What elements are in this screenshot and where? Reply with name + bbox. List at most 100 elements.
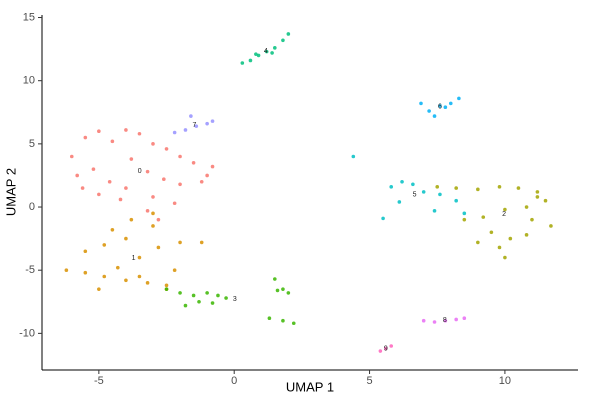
point [102, 243, 107, 247]
point [524, 205, 529, 209]
point [476, 187, 480, 192]
point [457, 96, 461, 101]
point [194, 124, 199, 128]
cluster-label: 2 [502, 211, 506, 218]
point [435, 185, 440, 189]
cluster-label: 6 [438, 103, 442, 110]
point [97, 192, 101, 197]
point [443, 105, 448, 110]
point [530, 217, 534, 222]
point [124, 236, 128, 241]
point [224, 296, 228, 300]
point [216, 293, 220, 298]
point [178, 291, 182, 295]
point [378, 349, 383, 353]
point [69, 154, 74, 159]
y-axis-title: UMAP 2 [3, 168, 18, 216]
point [151, 195, 155, 199]
point [64, 268, 69, 272]
point [102, 274, 107, 279]
point [151, 224, 155, 228]
point [199, 240, 204, 245]
point [164, 287, 169, 291]
point [137, 255, 142, 260]
point [270, 51, 274, 55]
point [118, 197, 123, 202]
point [80, 186, 85, 190]
point [91, 167, 96, 171]
point [535, 195, 540, 199]
point [389, 344, 394, 348]
point [137, 274, 142, 279]
point [172, 130, 177, 135]
point [256, 53, 261, 58]
point [205, 173, 209, 178]
cluster-label: 5 [413, 191, 417, 198]
point [164, 147, 169, 151]
point [107, 179, 112, 184]
point [210, 119, 215, 123]
point [454, 186, 458, 190]
point [503, 255, 507, 260]
x-axis-title: UMAP 1 [286, 379, 334, 394]
point [267, 316, 272, 321]
point [145, 169, 150, 174]
point [281, 38, 285, 43]
cluster-label: 0 [138, 168, 142, 175]
point [432, 114, 437, 118]
cluster-label: 7 [193, 122, 197, 129]
point [397, 200, 402, 204]
point [97, 129, 101, 134]
cluster-label: 1 [132, 255, 136, 262]
point [389, 185, 394, 189]
point [516, 186, 521, 190]
point [286, 32, 291, 36]
point [549, 224, 553, 228]
point [489, 230, 494, 235]
point [264, 49, 269, 54]
cluster-label: 8 [443, 317, 447, 324]
y-tick-label: -10 [19, 327, 35, 339]
point [543, 198, 548, 203]
point [462, 316, 467, 321]
point [197, 299, 201, 304]
point [115, 265, 120, 270]
point [454, 198, 458, 203]
point [191, 293, 196, 298]
point [476, 240, 480, 245]
point [205, 121, 209, 126]
point [462, 217, 467, 222]
point [351, 154, 356, 159]
point [151, 142, 155, 146]
point [189, 114, 193, 118]
point [503, 207, 507, 212]
point [281, 287, 285, 291]
point [462, 211, 467, 216]
y-tick-label: -5 [25, 264, 35, 276]
point [497, 185, 502, 189]
point [178, 154, 182, 159]
point [421, 190, 426, 194]
point [145, 209, 150, 213]
point [443, 318, 448, 323]
point [145, 281, 150, 285]
x-tick-label: 10 [499, 375, 511, 387]
point [421, 318, 426, 323]
point [129, 157, 134, 161]
point [210, 301, 215, 305]
point [275, 288, 280, 293]
point [83, 270, 88, 275]
point [156, 245, 161, 250]
x-tick-label: 0 [231, 375, 237, 387]
point [172, 268, 177, 272]
cluster-label: 4 [264, 48, 268, 55]
point [178, 240, 182, 245]
point [254, 52, 258, 56]
y-tick-label: 0 [29, 201, 35, 213]
y-tick-label: 15 [23, 11, 35, 23]
point [273, 46, 277, 50]
point [432, 209, 437, 213]
point [124, 128, 128, 132]
point [438, 192, 442, 197]
